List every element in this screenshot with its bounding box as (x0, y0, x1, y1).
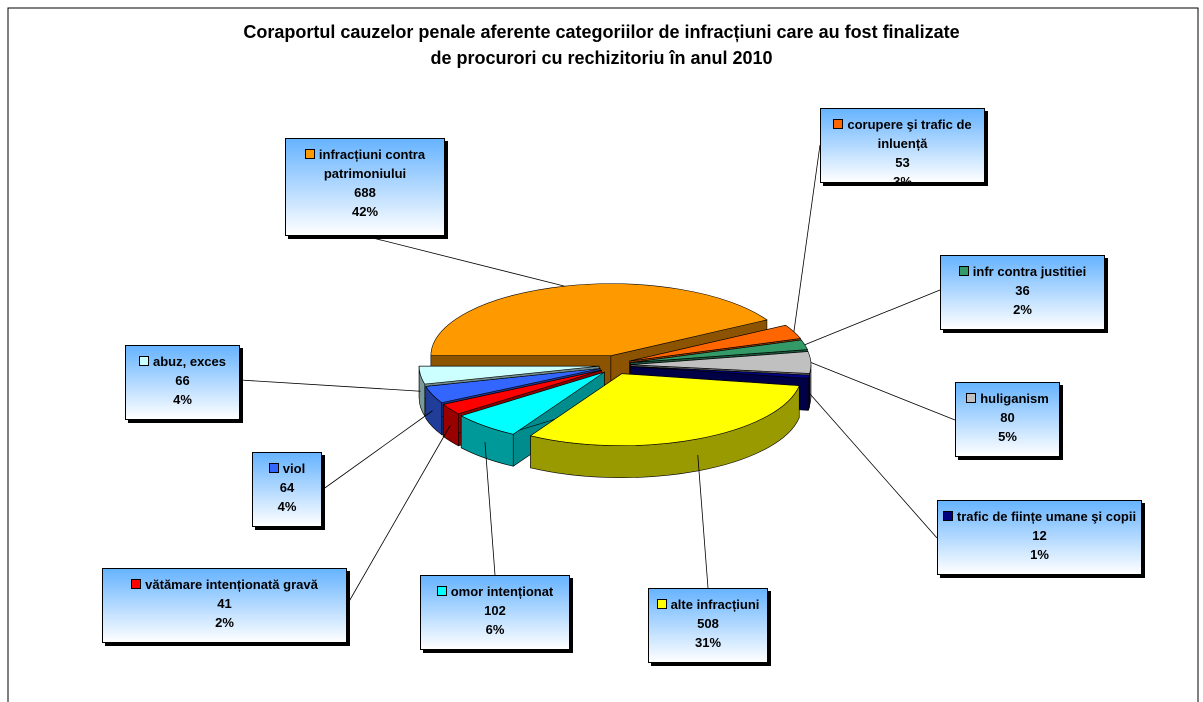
leader-line (364, 235, 565, 287)
label-name: viol (257, 459, 317, 478)
label-name: infracțiuni contra patrimoniului (290, 145, 440, 183)
label-name: trafic de ființe umane şi copii (942, 507, 1137, 526)
data-label: huliganism 80 5% (955, 382, 1060, 457)
slice (442, 369, 602, 415)
leader-line (346, 425, 451, 606)
label-name: huliganism (960, 389, 1055, 408)
label-name: vătămare intenționată gravă (107, 575, 342, 594)
percent-label: 5% (998, 429, 1017, 444)
value-label: 66 (175, 373, 190, 388)
slice (630, 351, 812, 374)
value-label: 508 (697, 616, 719, 631)
value-label: 41 (217, 596, 232, 611)
label-name: corupere şi trafic de inluență (825, 115, 980, 153)
category-label: huliganism (980, 391, 1049, 406)
data-label: infracțiuni contra patrimoniului 688 42% (285, 138, 445, 236)
slice (529, 373, 800, 446)
legend-swatch (833, 119, 844, 129)
legend-swatch (304, 149, 315, 159)
legend-swatch (131, 579, 142, 589)
leader-line (793, 144, 821, 332)
data-label: omor intenționat 102 6% (420, 575, 570, 650)
value-label: 36 (1015, 283, 1030, 298)
label-name: infr contra justitiei (945, 262, 1100, 281)
legend-swatch (656, 599, 667, 609)
label-name: abuz, exces (130, 352, 235, 371)
percent-label: 6% (485, 622, 505, 637)
slice (460, 371, 605, 435)
value-label: 12 (1032, 528, 1047, 543)
value-label: 64 (279, 480, 295, 495)
leader-line (697, 454, 709, 589)
legend-swatch (268, 463, 279, 473)
percent-label: 1% (1030, 547, 1049, 562)
legend-swatch (139, 356, 149, 366)
slice (430, 283, 768, 357)
value-label: 53 (895, 155, 910, 170)
percent-label: 4% (277, 499, 297, 514)
category-label: vătămare intenționată gravă (145, 577, 318, 592)
value-label: 80 (1000, 410, 1015, 425)
percent-label: 4% (173, 392, 192, 407)
category-label: infr contra justitiei (972, 264, 1087, 279)
data-label: trafic de ființe umane şi copii 12 1% (937, 500, 1142, 575)
chart-title: de procurori cu rechizitoriu în anul 201… (430, 48, 773, 68)
percent-label: 3% (893, 174, 912, 189)
legend-swatch (942, 511, 953, 521)
leader-line (484, 442, 496, 576)
category-label: viol (282, 461, 306, 476)
chart-title: Coraportul cauzelor penale aferente cate… (243, 22, 960, 42)
slice (630, 366, 810, 379)
data-label: infr contra justitiei 36 2% (940, 255, 1105, 330)
category-label: abuz, exces (153, 354, 226, 369)
leader-line (810, 362, 956, 421)
slice (418, 365, 600, 385)
data-label: alte infracțiuni 508 31% (648, 588, 768, 663)
category-label: omor intenționat (450, 584, 554, 599)
leader-line (239, 379, 421, 392)
value-label: 688 (354, 185, 376, 200)
value-label: 102 (484, 603, 506, 618)
legend-swatch (436, 586, 447, 596)
percent-label: 31% (694, 635, 722, 650)
slice (425, 368, 601, 404)
leader-line (804, 289, 941, 346)
category-label: infracțiuni contra patrimoniului (318, 147, 426, 181)
data-label: viol 64 4% (252, 452, 322, 527)
category-label: corupere şi trafic de inluență (847, 117, 972, 151)
data-label: vătămare intenționată gravă 41 2% (102, 568, 347, 643)
leader-line (808, 392, 938, 539)
chart-frame (7, 7, 1199, 702)
legend-swatch (966, 393, 977, 403)
data-label: corupere şi trafic de inluență 53 3% (820, 108, 985, 189)
category-label: alte infracțiuni (670, 597, 760, 612)
percent-label: 2% (215, 615, 234, 630)
percent-label: 2% (1013, 302, 1032, 317)
category-label: trafic de ființe umane şi copii (956, 509, 1137, 524)
data-label: abuz, exces 66 4% (125, 345, 240, 420)
label-name: alte infracțiuni (653, 595, 763, 614)
legend-swatch (958, 266, 969, 276)
label-name: omor intenționat (425, 582, 565, 601)
percent-label: 42% (351, 204, 379, 219)
leader-line (321, 410, 433, 491)
